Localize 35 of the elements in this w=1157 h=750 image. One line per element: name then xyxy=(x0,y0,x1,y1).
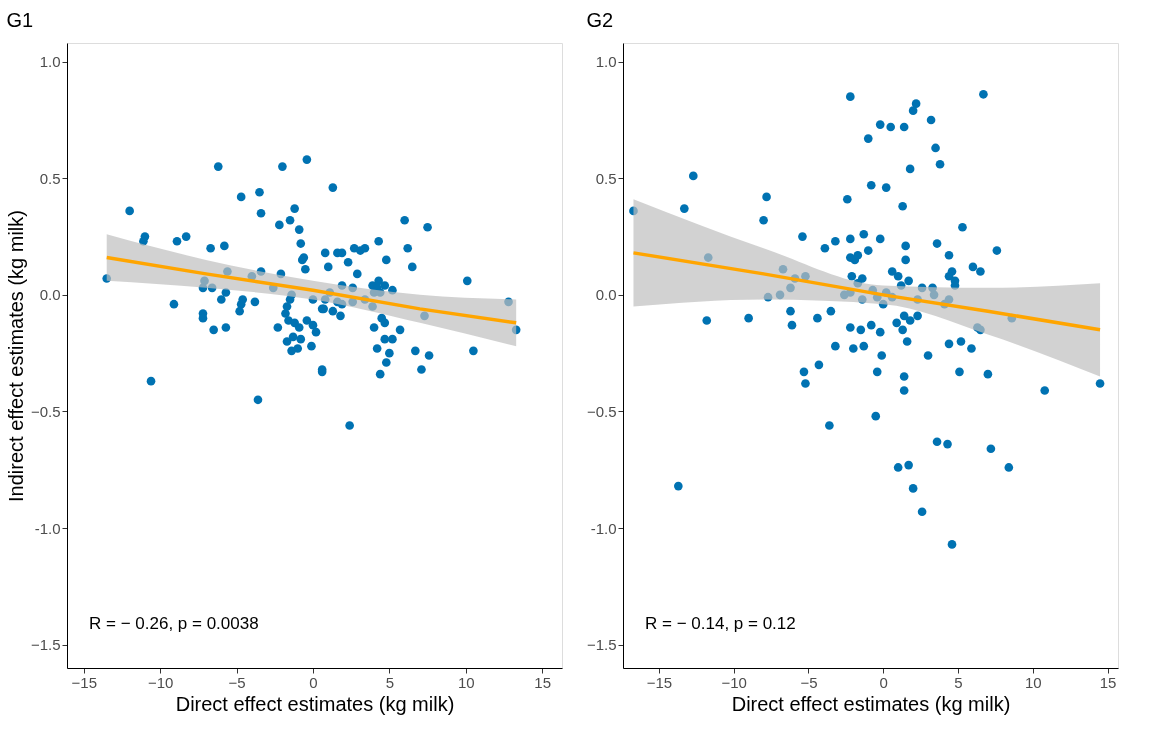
x-tick-label: −10 xyxy=(721,673,747,691)
y-tick-label: −0.5 xyxy=(586,402,617,420)
x-tick-label: 0 xyxy=(879,673,888,691)
x-tick-label: 15 xyxy=(1099,673,1117,691)
y-axis-title: Indirect effect estimates (kg milk) xyxy=(4,210,27,502)
line-series xyxy=(631,251,1102,332)
x-tick-label: −10 xyxy=(147,673,174,691)
x-tick-label: −15 xyxy=(71,673,98,691)
x-tick-label: −5 xyxy=(228,673,246,691)
x-tick-label: 10 xyxy=(457,673,475,691)
x-tick-label: −15 xyxy=(646,673,673,691)
y-tick-label: -1.0 xyxy=(34,519,61,537)
y-tick-label: 0.5 xyxy=(39,169,61,187)
y-tick-label: −1.5 xyxy=(586,636,617,654)
y-tick-label: −0.5 xyxy=(30,402,61,420)
chart-title: G2 xyxy=(586,9,614,31)
annotation: R = − 0.14, p = 0.12 xyxy=(645,614,796,633)
y-tick-label: 1.0 xyxy=(595,53,617,71)
y-tick-label: −1.5 xyxy=(30,636,61,654)
x-tick-label: −5 xyxy=(800,673,818,691)
y-tick-label: 1.0 xyxy=(39,53,61,71)
x-tick-label: 5 xyxy=(385,673,395,691)
x-tick-label: 5 xyxy=(954,673,963,691)
y-tick-label: 0.0 xyxy=(39,286,61,304)
chart-title: G1 xyxy=(6,9,34,31)
x-tick-label: 10 xyxy=(1024,673,1042,691)
y-tick-label: -1.0 xyxy=(590,519,617,537)
x-tick-label: 0 xyxy=(309,673,318,691)
x-tick-label: 15 xyxy=(534,673,551,691)
annotation: R = − 0.26, p = 0.0038 xyxy=(89,614,259,633)
y-tick-label: 0.5 xyxy=(595,169,617,187)
line-series xyxy=(104,255,518,325)
x-axis-title: Direct effect estimates (kg milk) xyxy=(731,692,1011,715)
x-axis-title: Direct effect estimates (kg milk) xyxy=(175,692,455,715)
y-tick-label: 0.0 xyxy=(595,286,617,304)
